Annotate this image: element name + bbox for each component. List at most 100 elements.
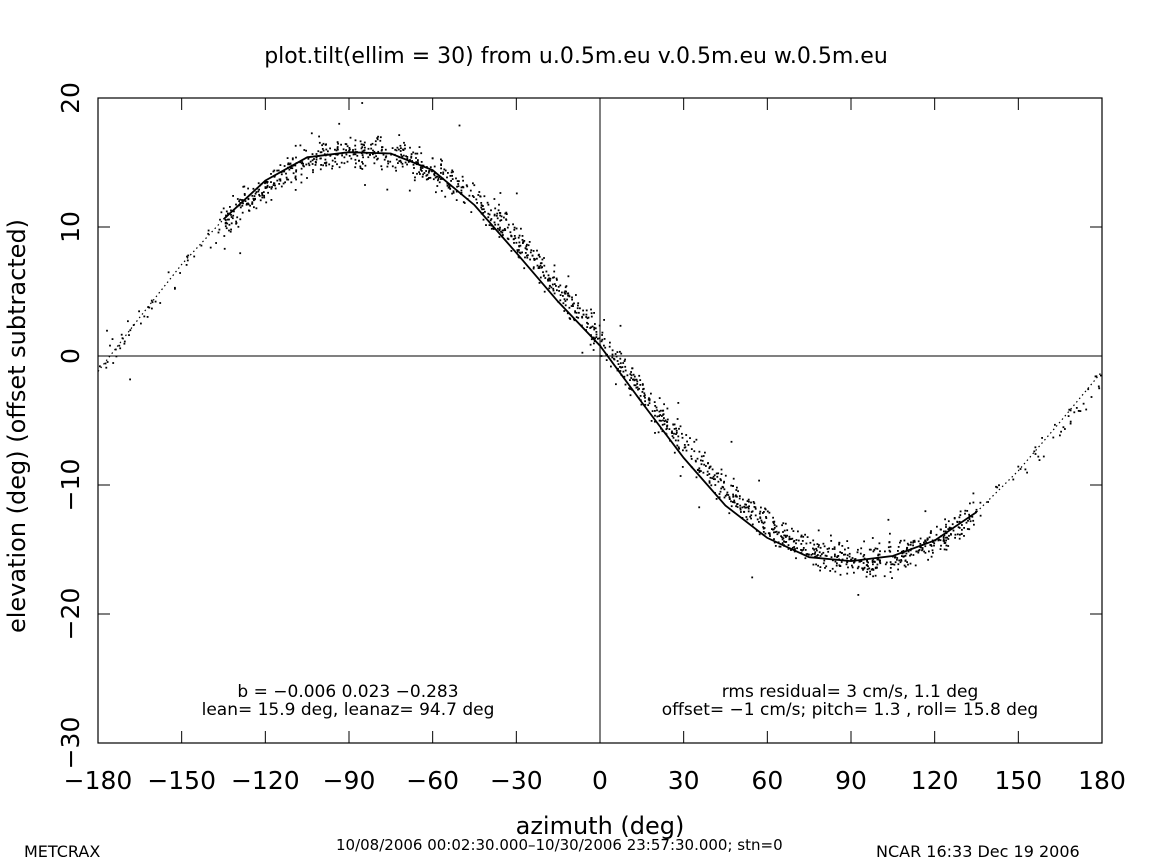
data-point [791,537,794,540]
data-point [354,153,357,156]
y-tick-label: −20 [56,588,85,641]
data-point [552,276,554,279]
data-point [834,570,837,573]
data-point [251,194,254,197]
data-point [813,543,816,546]
data-point [943,530,945,533]
data-point [1087,388,1090,391]
data-point [421,167,424,169]
data-point [564,304,567,307]
data-point [585,316,588,318]
data-point [399,159,402,162]
data-point [440,178,442,180]
data-point [440,172,442,174]
data-point [946,536,949,539]
data-point [420,161,423,163]
data-point [279,179,282,182]
data-point [226,222,229,225]
data-point [266,181,269,183]
data-point [340,161,343,164]
data-point [846,572,849,575]
data-point [1075,407,1078,409]
data-point [835,564,838,567]
data-point [900,559,902,561]
data-point [897,550,899,552]
data-point [823,545,826,548]
data-point [899,561,902,564]
data-point [924,545,927,548]
data-point [788,537,791,540]
data-point [845,563,848,566]
data-point [904,565,907,568]
data-point [553,270,556,273]
data-point [235,222,238,224]
data-point [876,547,879,550]
data-point [505,213,508,215]
data-point [563,298,566,301]
data-point [869,570,871,573]
data-point [713,474,716,477]
data-point [673,428,676,430]
data-point [294,177,297,179]
data-point [253,206,255,209]
data-point [460,191,463,194]
data-point [638,387,640,390]
data-point [345,153,348,156]
data-point [506,226,509,229]
data-point [750,511,753,513]
data-point [323,153,326,156]
data-point [451,169,454,172]
data-point [512,223,514,226]
data-point [629,373,632,375]
data-point [945,523,947,526]
data-point [151,307,153,310]
data-point [318,135,320,138]
data-point [270,187,273,190]
x-tick-label: 150 [994,766,1042,795]
data-point [286,178,288,181]
data-point [1068,408,1071,411]
data-point [797,539,800,542]
data-point [844,548,846,551]
data-point [869,573,872,576]
data-point [781,538,784,541]
data-point [446,182,449,185]
data-point [422,173,424,176]
data-point [522,241,525,243]
data-point [416,172,418,175]
data-point [851,566,854,569]
data-point [790,538,792,540]
data-point [533,257,535,260]
data-point [871,560,874,562]
data-point [885,561,888,564]
data-point [542,271,544,274]
data-point [724,474,727,477]
data-point [940,544,942,547]
data-point [736,486,738,489]
data-point [300,181,303,184]
data-point [577,302,580,305]
data-point [230,214,232,216]
data-point [406,157,409,160]
data-point [690,448,693,450]
data-point [421,175,424,178]
data-point [494,223,497,226]
data-point [598,324,601,327]
data-point [804,549,807,551]
data-point [356,154,359,157]
data-point [408,189,411,192]
data-point [305,163,308,166]
data-point [359,167,362,169]
data-point [258,193,260,196]
data-point [945,526,947,528]
data-point [604,346,607,349]
data-point [377,157,379,160]
data-point [874,574,877,577]
data-point [494,207,497,210]
data-point [903,539,906,542]
data-point [261,196,264,199]
data-point [954,533,957,536]
data-point [587,316,590,319]
data-point [335,149,338,152]
data-point [748,505,750,508]
